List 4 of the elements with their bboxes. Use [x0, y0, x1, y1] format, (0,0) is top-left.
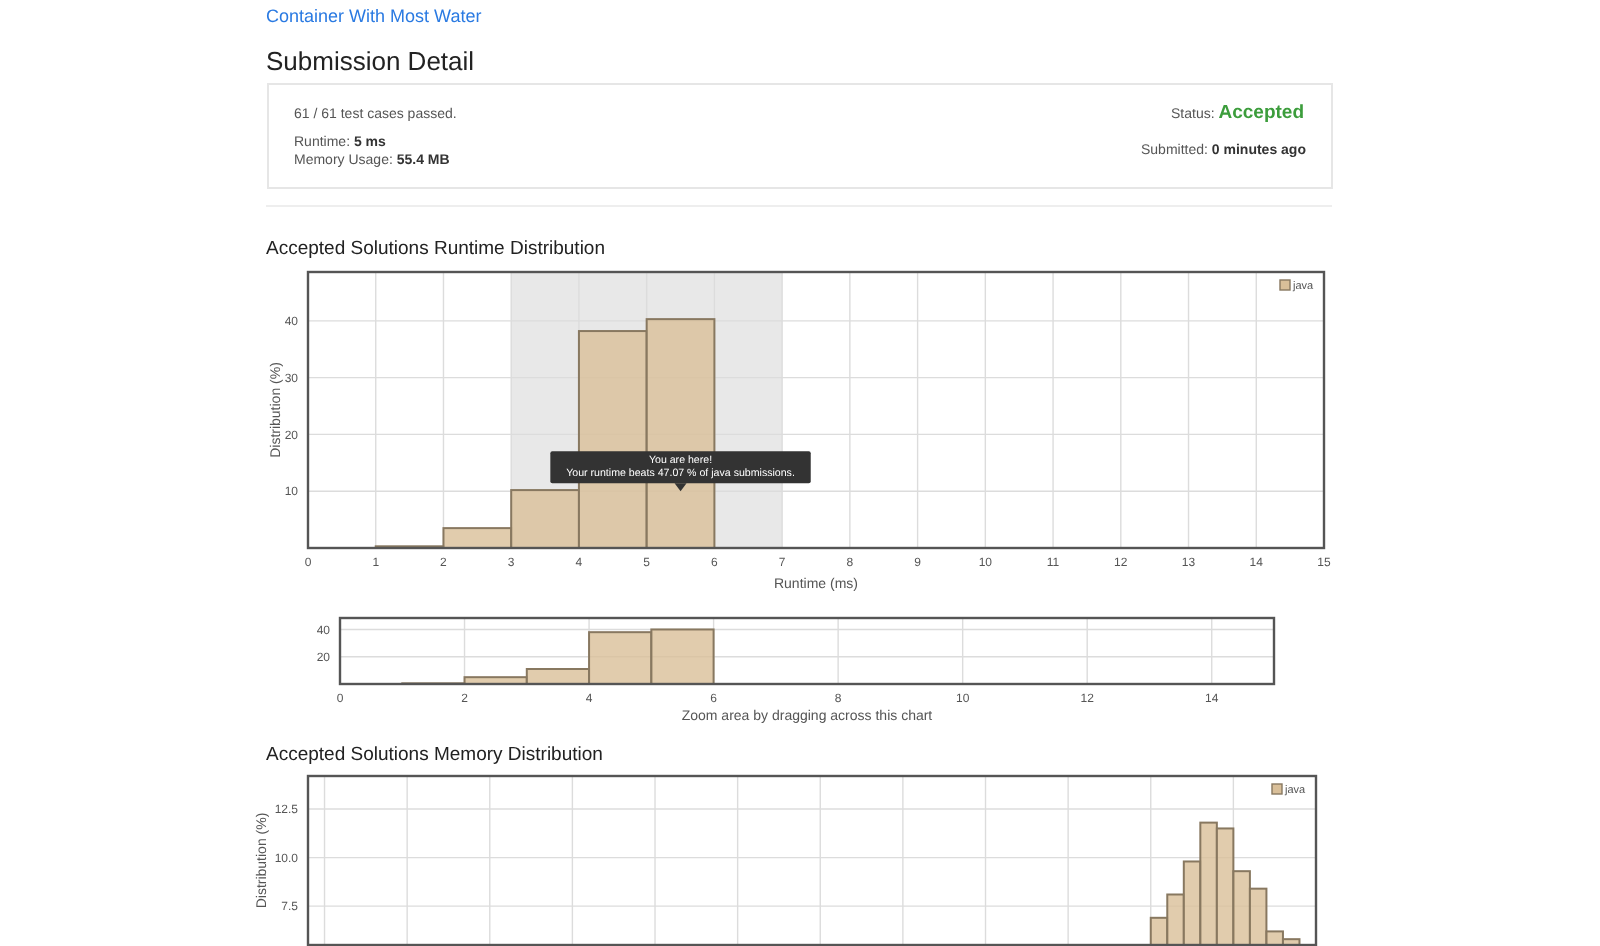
chart-title: Accepted Solutions Runtime Distribution — [266, 238, 606, 260]
chart-title: Accepted Solutions Memory Distribution — [266, 744, 603, 766]
text: Submission Detail — [266, 46, 475, 76]
text: Container With Most Water — [266, 6, 482, 26]
